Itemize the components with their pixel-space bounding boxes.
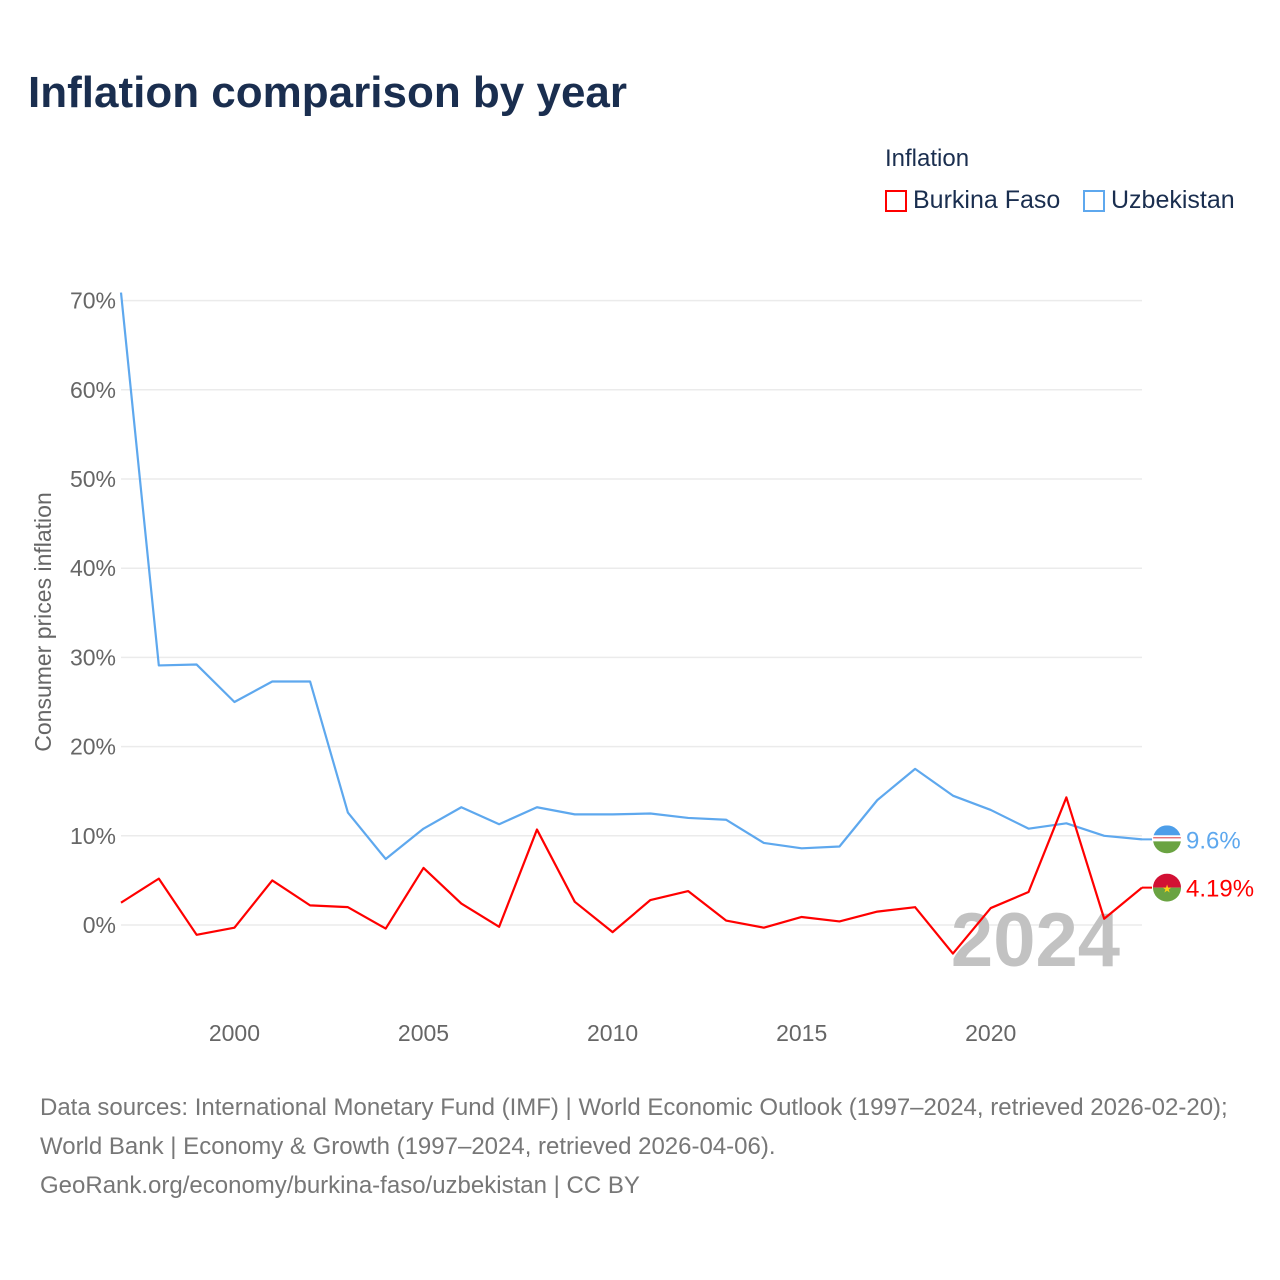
y-tick-label: 30% <box>70 644 116 670</box>
end-value-label: 4.19% <box>1186 876 1254 903</box>
legend-item-uzbekistan[interactable]: Uzbekistan <box>1083 186 1235 215</box>
uzbekistan-flag-icon <box>1153 825 1181 854</box>
end-value-label: 9.6% <box>1186 827 1241 854</box>
plot-area: 0% 10% 20% 30% 40% 50% 60% 70% 2000 2005 2010 2015 2… <box>30 288 1254 1046</box>
y-tick-label: 10% <box>70 823 116 849</box>
series-line-uzbekistan <box>119 292 1143 861</box>
source-credit: GeoRank.org/economy/burkina-faso/uzbekis… <box>40 1172 640 1199</box>
series-line-burkina-faso <box>120 796 1143 955</box>
y-tick-label: 50% <box>70 466 116 492</box>
source-line: Data sources: International Monetary Fun… <box>40 1094 1228 1160</box>
x-tick-label: 2000 <box>209 1020 260 1046</box>
y-tick-label: 70% <box>70 288 116 314</box>
year-watermark: 2024 <box>951 898 1120 983</box>
legend-title: Inflation <box>885 145 970 172</box>
legend-label: Uzbekistan <box>1111 186 1235 214</box>
burkina-faso-flag-icon: ★ <box>1153 873 1181 902</box>
x-tick-label: 2005 <box>398 1020 449 1046</box>
legend-item-burkina-faso[interactable]: Burkina Faso <box>885 186 1060 215</box>
y-tick-label: 60% <box>70 377 116 403</box>
x-tick-label: 2010 <box>587 1020 638 1046</box>
y-tick-label: 0% <box>83 912 116 938</box>
svg-text:★: ★ <box>1162 884 1172 896</box>
legend-label: Burkina Faso <box>913 186 1061 214</box>
source-note: Data sources: International Monetary Fun… <box>40 1088 1250 1205</box>
legend-swatch <box>1083 189 1105 212</box>
x-tick-label: 2020 <box>965 1020 1016 1046</box>
y-tick-label: 20% <box>70 734 116 760</box>
x-tick-label: 2015 <box>776 1020 827 1046</box>
y-axis-label: Consumer prices inflation <box>30 492 56 752</box>
page-title: Inflation comparison by year <box>28 68 628 117</box>
y-tick-label: 40% <box>70 555 116 581</box>
legend-swatch <box>885 189 907 212</box>
